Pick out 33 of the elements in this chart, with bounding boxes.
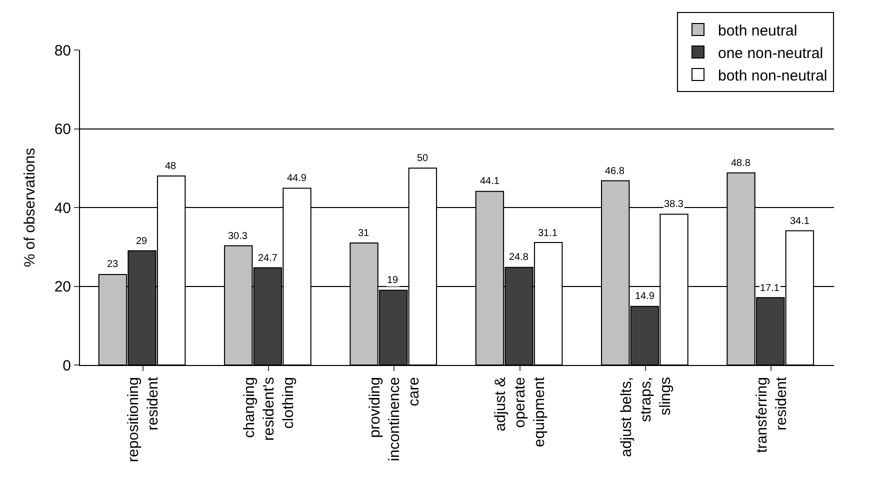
x-tick-label: providing incontinence care bbox=[366, 377, 423, 462]
data-label: 50 bbox=[417, 153, 429, 164]
legend-label: both non-neutral bbox=[718, 67, 828, 84]
data-label: 31.1 bbox=[538, 228, 558, 239]
data-label: 29 bbox=[136, 236, 148, 247]
x-tick-label: adjust belts, straps, slings bbox=[618, 377, 674, 458]
x-tick-label: changing resident's clothing bbox=[240, 377, 297, 441]
y-axis-title: % of observations bbox=[22, 148, 39, 268]
data-label: 34.1 bbox=[790, 216, 810, 227]
y-tick-label: 80 bbox=[54, 42, 71, 60]
data-label: 38.3 bbox=[664, 199, 684, 210]
data-label: 30.3 bbox=[228, 231, 248, 242]
y-tick-label: 20 bbox=[54, 278, 71, 296]
legend-label: both neutral bbox=[718, 22, 798, 40]
x-tick-label: transferring resident bbox=[753, 376, 790, 453]
y-tick-label: 40 bbox=[54, 200, 71, 217]
y-tick-label: 0 bbox=[62, 357, 71, 374]
data-label: 17.1 bbox=[760, 283, 780, 294]
y-tick-label: 60 bbox=[54, 121, 71, 138]
data-label: 24.7 bbox=[258, 253, 278, 264]
data-label: 48 bbox=[165, 161, 177, 172]
x-tick-label: repositioning resident bbox=[124, 376, 162, 462]
data-label: 48.8 bbox=[731, 158, 751, 169]
data-label: 46.8 bbox=[605, 166, 625, 177]
data-label: 44.1 bbox=[480, 176, 500, 187]
data-label: 31 bbox=[358, 228, 370, 239]
data-label: 14.9 bbox=[635, 291, 655, 302]
data-label: 23 bbox=[107, 259, 119, 270]
x-tick-label: adjust & operate equipment bbox=[492, 376, 548, 448]
data-label: 24.8 bbox=[509, 252, 529, 263]
legend-label: one non-neutral bbox=[718, 44, 824, 62]
data-label: 44.9 bbox=[287, 173, 307, 184]
data-label: 19 bbox=[387, 275, 399, 286]
